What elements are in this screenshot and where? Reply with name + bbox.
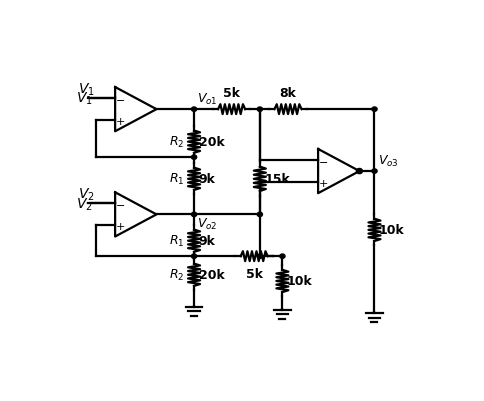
Text: $-$: $-$ — [114, 199, 124, 209]
Circle shape — [371, 108, 377, 112]
Text: $V_1$: $V_1$ — [76, 91, 92, 107]
Text: $V_{o2}$: $V_{o2}$ — [197, 217, 217, 231]
Text: 9k: 9k — [198, 235, 215, 247]
Circle shape — [371, 170, 377, 174]
Text: $V_{o1}$: $V_{o1}$ — [197, 92, 217, 107]
Circle shape — [257, 108, 262, 112]
Text: 20k: 20k — [198, 269, 224, 282]
Circle shape — [257, 213, 262, 217]
Circle shape — [279, 254, 285, 259]
Circle shape — [191, 213, 197, 217]
Text: $V_2$: $V_2$ — [77, 186, 94, 202]
Text: $R_2$: $R_2$ — [169, 267, 184, 283]
Circle shape — [257, 254, 262, 259]
Text: 9k: 9k — [198, 173, 215, 186]
Text: 10k: 10k — [378, 224, 404, 237]
Text: $V_1$: $V_1$ — [77, 81, 94, 97]
Text: $+$: $+$ — [114, 221, 124, 231]
Text: 15k: 15k — [264, 173, 289, 186]
Text: $-$: $-$ — [317, 156, 327, 166]
Text: $R_2$: $R_2$ — [169, 135, 184, 150]
Text: $V_{o3}$: $V_{o3}$ — [378, 154, 398, 168]
Text: 8k: 8k — [279, 87, 296, 100]
Text: 5k: 5k — [223, 87, 240, 100]
Text: 20k: 20k — [198, 136, 224, 149]
Text: $R_1$: $R_1$ — [169, 233, 184, 249]
Text: $+$: $+$ — [114, 115, 124, 126]
Text: $+$: $+$ — [317, 177, 327, 188]
Circle shape — [191, 156, 197, 160]
Text: 5k: 5k — [245, 267, 262, 280]
Circle shape — [191, 108, 197, 112]
Text: $R_1$: $R_1$ — [169, 172, 184, 187]
Text: $V_2$: $V_2$ — [76, 196, 92, 212]
Text: $-$: $-$ — [114, 94, 124, 104]
Text: 10k: 10k — [287, 275, 312, 288]
Circle shape — [191, 254, 197, 259]
